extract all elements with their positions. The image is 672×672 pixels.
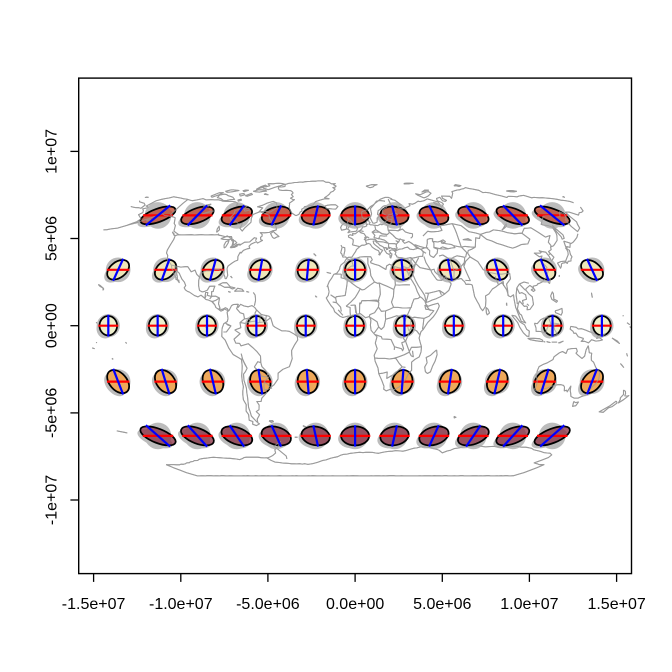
svg-text:-5e+06: -5e+06 [43, 388, 60, 438]
svg-text:1.5e+07: 1.5e+07 [587, 596, 645, 613]
svg-text:0e+00: 0e+00 [43, 303, 60, 348]
svg-text:0.0e+00: 0.0e+00 [326, 596, 384, 613]
svg-text:-1e+07: -1e+07 [43, 475, 60, 525]
svg-text:-1.0e+07: -1.0e+07 [149, 596, 213, 613]
svg-text:5e+06: 5e+06 [43, 216, 60, 261]
svg-text:1e+07: 1e+07 [43, 129, 60, 174]
svg-text:-5.0e+06: -5.0e+06 [236, 596, 300, 613]
svg-text:-1.5e+07: -1.5e+07 [62, 596, 126, 613]
svg-text:5.0e+06: 5.0e+06 [413, 596, 471, 613]
svg-text:1.0e+07: 1.0e+07 [500, 596, 558, 613]
